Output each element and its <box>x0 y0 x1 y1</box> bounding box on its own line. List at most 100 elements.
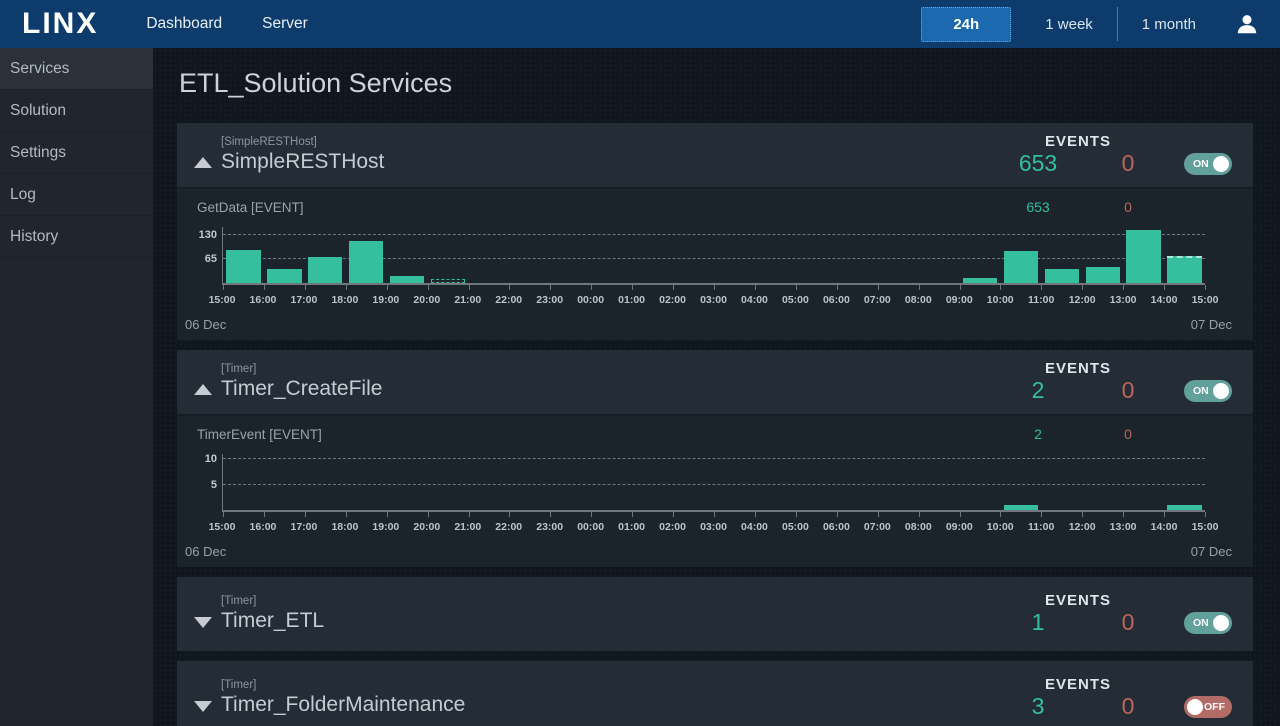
service-card-header[interactable]: [SimpleRESTHost] SimpleRESTHost EVENTS 6… <box>177 123 1253 187</box>
success-count: 1 <box>1031 609 1045 635</box>
x-axis-label: 18:00 <box>331 294 359 306</box>
x-axis-tick <box>959 512 961 517</box>
range-button-1month[interactable]: 1 month <box>1141 15 1196 33</box>
service-type-tag: [Timer] <box>221 363 257 375</box>
x-axis-tick <box>877 512 879 517</box>
service-chart-section: GetData [EVENT] 653 0 65 130 15:00 16:00 17… <box>177 187 1253 340</box>
events-label: EVENTS <box>1044 133 1111 150</box>
toggle-knob <box>1213 614 1229 631</box>
service-on-off-toggle[interactable]: ON <box>1184 152 1232 175</box>
top-navbar: LINX Dashboard Server 24h 1 week 1 month <box>0 0 1280 48</box>
chart-date-end: 07 Dec <box>1190 544 1232 559</box>
service-card-header[interactable]: [Timer] Timer_FolderMaintenance EVENTS 3… <box>177 661 1253 726</box>
x-axis-tick <box>1082 285 1084 290</box>
x-axis-label: 13:00 <box>1109 294 1137 306</box>
x-axis-tick <box>591 512 593 517</box>
x-axis-label: 06:00 <box>822 294 850 306</box>
service-card-timer-etl: [Timer] Timer_ETL EVENTS 1 0 ON <box>177 577 1253 651</box>
fail-count: 0 <box>1121 693 1135 719</box>
events-label: EVENTS <box>1044 676 1111 693</box>
service-on-off-toggle[interactable]: ON <box>1184 379 1232 402</box>
x-axis-tick <box>877 285 879 290</box>
y-axis-label: 65 <box>204 253 217 266</box>
bar <box>1085 266 1120 283</box>
x-axis-label: 08:00 <box>904 294 932 306</box>
x-axis-tick <box>1041 285 1043 290</box>
page-title: ETL_Solution Services <box>179 68 453 98</box>
x-axis-label: 03:00 <box>700 521 727 533</box>
linx-logo[interactable]: LINX <box>22 7 99 40</box>
sidebar-item-solution[interactable]: Solution <box>0 90 153 132</box>
x-axis-label: 15:00 <box>1191 294 1219 306</box>
gridline-130 <box>223 234 1205 236</box>
x-axis-label: 07:00 <box>863 294 891 306</box>
x-axis-tick <box>263 285 265 290</box>
range-button-24h[interactable]: 24h <box>921 6 1012 42</box>
x-axis-label: 12:00 <box>1068 294 1096 306</box>
bar <box>349 240 384 283</box>
x-axis-label: 23:00 <box>536 294 564 306</box>
toggle-state-label: ON <box>1193 616 1209 629</box>
x-axis-tick <box>223 512 224 517</box>
service-card-header[interactable]: [Timer] Timer_CreateFile EVENTS 2 0 ON <box>177 350 1253 414</box>
nav-link-server[interactable]: Server <box>262 15 308 32</box>
x-axis-label: 16:00 <box>249 521 277 533</box>
sidebar-item-log[interactable]: Log <box>0 174 153 216</box>
x-axis-tick <box>591 285 593 290</box>
service-on-off-toggle[interactable]: OFF <box>1184 695 1232 718</box>
x-axis-label: 10:00 <box>986 521 1014 533</box>
x-axis-label: 22:00 <box>495 294 523 306</box>
main-content: ETL_Solution Services [SimpleRESTHost] S… <box>153 48 1280 726</box>
toggle-state-label: ON <box>1193 157 1209 170</box>
x-axis-label: 08:00 <box>904 521 932 533</box>
x-axis-tick <box>509 285 511 290</box>
x-axis-tick <box>673 285 675 290</box>
x-axis-tick <box>386 285 388 290</box>
x-axis-tick <box>918 285 920 290</box>
service-type-tag: [Timer] <box>221 595 257 607</box>
expand-arrow-icon[interactable] <box>194 700 212 712</box>
x-axis-label: 23:00 <box>536 521 564 533</box>
bar <box>308 257 343 283</box>
success-count: 3 <box>1031 693 1045 719</box>
collapse-arrow-icon[interactable] <box>194 156 212 168</box>
gridline-65 <box>223 258 1205 260</box>
x-axis-label: 02:00 <box>659 294 686 306</box>
x-axis-label: 15:00 <box>208 521 236 533</box>
range-button-1week[interactable]: 1 week <box>1045 15 1093 33</box>
service-on-off-toggle[interactable]: ON <box>1184 611 1232 634</box>
x-axis-label: 17:00 <box>290 521 318 533</box>
x-axis-tick <box>673 512 675 517</box>
x-axis-label: 01:00 <box>618 294 646 306</box>
x-axis-tick <box>550 285 552 290</box>
x-axis-label: 20:00 <box>413 294 441 306</box>
bar <box>1126 229 1161 283</box>
bar <box>962 277 998 283</box>
x-axis-label: 09:00 <box>945 521 973 533</box>
bar <box>430 279 466 283</box>
user-profile-icon[interactable] <box>1234 11 1260 37</box>
x-axis-tick <box>632 512 634 517</box>
x-axis-label: 22:00 <box>495 521 523 533</box>
x-axis-label: 10:00 <box>986 294 1014 306</box>
toggle-state-label: OFF <box>1204 700 1225 713</box>
success-count: 2 <box>1031 377 1045 403</box>
x-axis-label: 03:00 <box>700 294 727 306</box>
left-sidebar: Services Solution Settings Log History <box>0 48 153 726</box>
x-axis-label: 05:00 <box>781 294 809 306</box>
service-card-header[interactable]: [Timer] Timer_ETL EVENTS 1 0 ON <box>177 577 1253 651</box>
x-axis-label: 12:00 <box>1068 521 1096 533</box>
y-axis-label: 10 <box>204 453 217 466</box>
sidebar-item-settings[interactable]: Settings <box>0 132 153 174</box>
expand-arrow-icon[interactable] <box>194 616 212 628</box>
event-row-label: TimerEvent [EVENT] <box>197 426 322 442</box>
chart-date-start: 06 Dec <box>185 544 227 559</box>
sidebar-item-history[interactable]: History <box>0 216 153 258</box>
sidebar-item-services[interactable]: Services <box>0 48 153 90</box>
success-count: 653 <box>1018 150 1058 176</box>
service-name: Timer_FolderMaintenance <box>221 693 466 716</box>
nav-link-dashboard[interactable]: Dashboard <box>146 15 223 32</box>
collapse-arrow-icon[interactable] <box>194 383 212 395</box>
bar <box>1167 255 1202 283</box>
x-axis-tick <box>468 512 470 517</box>
